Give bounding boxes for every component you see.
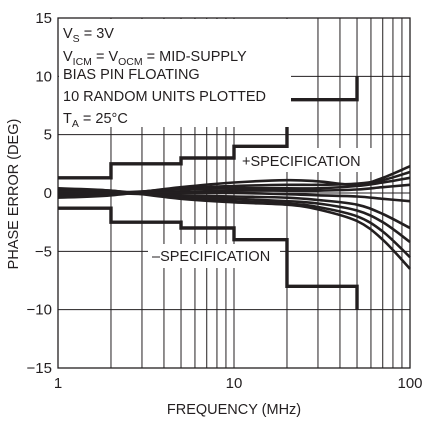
- minus-specification-line: [58, 206, 359, 310]
- tick-labels: 1 10 100 15 10 5 0 −5 −10 −15: [27, 10, 423, 392]
- unit-phase-curve: [57, 187, 411, 270]
- y-tick-label: −15: [27, 360, 52, 377]
- x-tick-label: 10: [226, 375, 243, 392]
- y-tick-label: −10: [27, 302, 52, 319]
- x-axis-title: FREQUENCY (MHz): [167, 402, 301, 418]
- condition-line: VICM = VOCM = MID-SUPPLY: [63, 49, 247, 68]
- x-tick-label: 1: [54, 375, 62, 392]
- condition-line: VS = 3V: [63, 26, 114, 45]
- condition-line: 10 RANDOM UNITS PLOTTED: [63, 89, 266, 105]
- y-axis-title: PHASE ERROR (DEG): [6, 119, 22, 270]
- y-tick-label: 10: [35, 68, 52, 85]
- plus-spec-label-background: [238, 148, 372, 172]
- y-tick-label: 15: [35, 10, 52, 27]
- y-tick-label: 0: [44, 185, 52, 202]
- plot-border: [57, 17, 411, 369]
- series-group: [57, 76, 411, 310]
- conditions-background: [59, 19, 291, 127]
- y-tick-label: 5: [44, 127, 52, 144]
- condition-line: TA = 25°C: [63, 111, 128, 130]
- minus-spec-label-background: [148, 244, 280, 268]
- plus-specification-label: +SPECIFICATION: [242, 154, 361, 170]
- plot-frame: [57, 17, 411, 369]
- condition-line: BIAS PIN FLOATING: [63, 67, 200, 83]
- x-tick-label: 100: [397, 375, 422, 392]
- plus-specification-line: [58, 76, 359, 180]
- minus-specification-label: –SPECIFICATION: [152, 249, 270, 265]
- y-tick-label: −5: [35, 243, 52, 260]
